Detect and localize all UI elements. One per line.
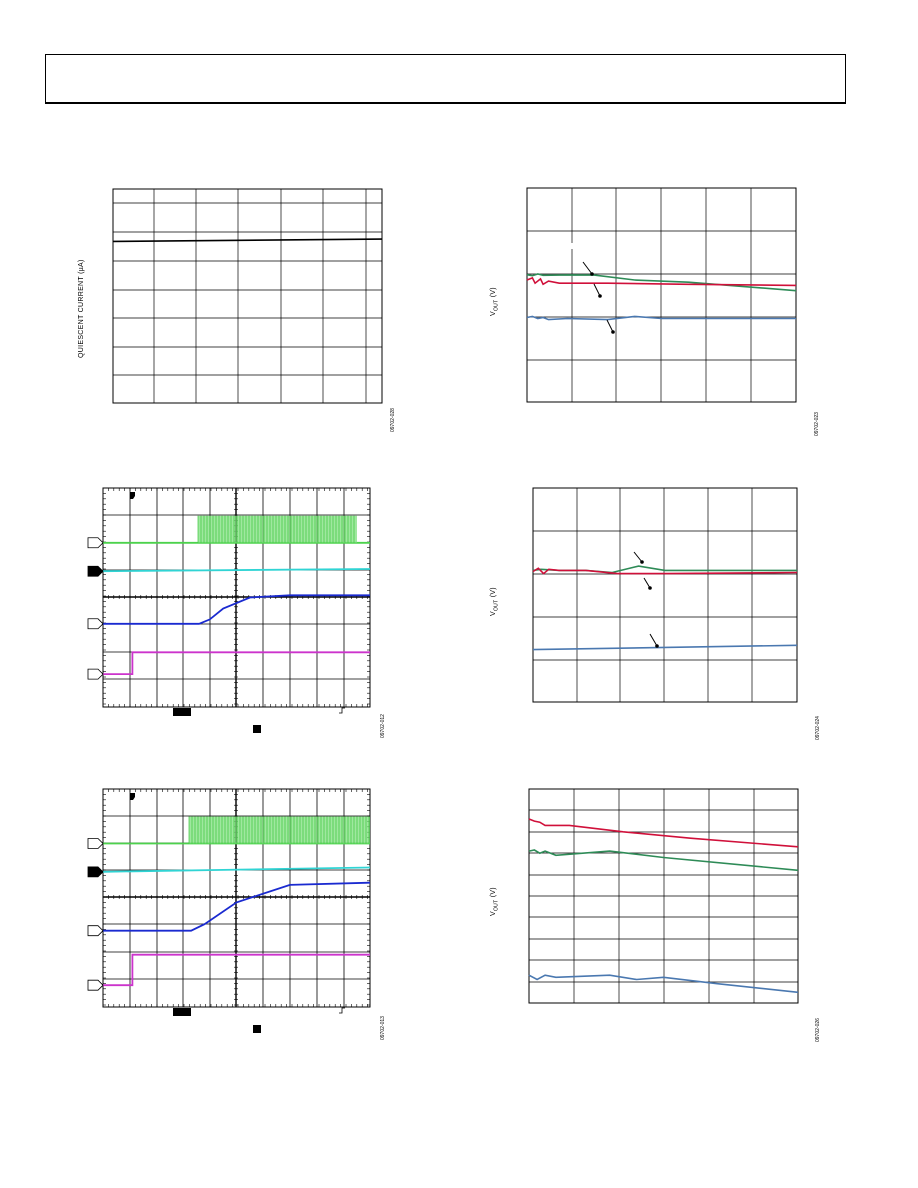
trigger-marker [130, 793, 135, 800]
series-line [102, 568, 371, 573]
chart-scope1 [87, 487, 371, 733]
chart-quiescent [112, 188, 383, 404]
series-line [528, 974, 799, 994]
series-line [112, 238, 383, 243]
scope-ctrl-square [253, 1025, 261, 1033]
arrow-head [655, 644, 659, 648]
arrow-head [640, 560, 644, 564]
chart-scope2 [87, 788, 371, 1033]
channel-marker [87, 979, 104, 991]
figure-code: 09702-028 [390, 408, 396, 432]
figure-code: 09702-012 [380, 714, 386, 738]
trigger-edge-icon [339, 707, 345, 714]
series-line [526, 315, 796, 321]
arrow-head [598, 294, 602, 298]
scope-ctrl-square [253, 725, 261, 733]
series-line [532, 567, 798, 575]
series-line [103, 651, 370, 675]
scope-ctrl-box [173, 1008, 191, 1016]
annotation-arrow [606, 319, 614, 333]
arrow-head [648, 586, 652, 590]
series-line [102, 866, 371, 873]
chart-vout1 [526, 187, 797, 403]
chart-vout2 [532, 487, 798, 703]
plot-frame [532, 487, 798, 703]
figure-code: 09702-013 [380, 1016, 386, 1040]
annotation-arrow [643, 577, 651, 589]
series-line [532, 644, 798, 651]
figure-code: 09702-024 [815, 716, 821, 740]
series-line [103, 953, 370, 987]
series-line [526, 273, 797, 292]
plot-frame [112, 188, 383, 404]
series-line [528, 818, 799, 848]
channel-marker [87, 537, 104, 549]
switching-burst [198, 515, 357, 543]
plot-frame [526, 187, 797, 403]
arrow-head [611, 330, 615, 334]
scope-ctrl-box [173, 708, 191, 716]
arrow-head [590, 272, 594, 276]
trigger-marker [130, 492, 135, 499]
page-header-box [45, 54, 846, 104]
channel-marker [87, 866, 104, 878]
series-line [528, 849, 799, 872]
channel-marker [87, 668, 104, 680]
annotation-arrow [649, 633, 658, 647]
chart-vout3 [528, 788, 799, 1004]
series-line [532, 565, 797, 574]
y-axis-label: QUIESCENT CURRENT (µA) [78, 259, 85, 358]
channel-marker [87, 565, 104, 577]
series-line [526, 276, 797, 287]
y-axis-label: VOUT (V) [490, 287, 500, 316]
series-line [103, 594, 370, 625]
annotation-arrow [582, 261, 593, 275]
series-line [103, 881, 371, 932]
trigger-edge-icon [339, 1007, 345, 1014]
figure-code: 09702-026 [815, 1018, 821, 1042]
y-axis-label: VOUT (V) [490, 887, 500, 916]
annotation-arrow [633, 551, 643, 563]
figure-code: 09702-023 [814, 412, 820, 436]
channel-marker [87, 838, 104, 849]
channel-marker [87, 925, 104, 937]
annotation-arrow [593, 283, 601, 297]
channel-marker [87, 618, 104, 630]
y-axis-label: VOUT (V) [490, 587, 500, 616]
